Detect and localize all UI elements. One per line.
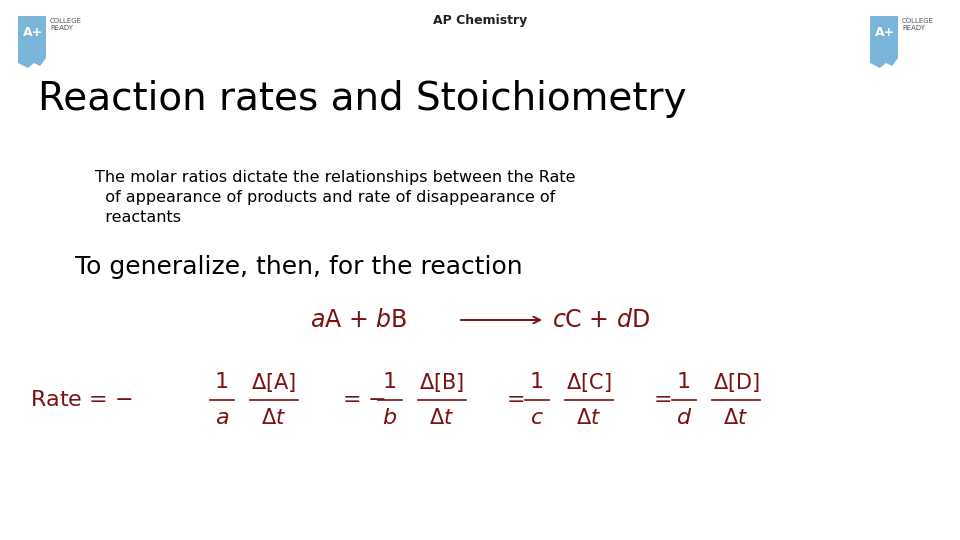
Text: 1: 1	[677, 372, 691, 392]
Text: 1: 1	[530, 372, 544, 392]
Polygon shape	[18, 16, 46, 68]
Text: reactants: reactants	[95, 210, 181, 225]
Text: A+: A+	[23, 26, 43, 39]
Text: $\Delta$[D]: $\Delta$[D]	[712, 370, 759, 394]
Text: = $-$: = $-$	[342, 390, 386, 410]
Text: $\mathit{c}$C + $\mathit{d}$D: $\mathit{c}$C + $\mathit{d}$D	[552, 308, 650, 332]
Text: $\Delta$[A]: $\Delta$[A]	[252, 370, 297, 394]
Polygon shape	[870, 16, 898, 68]
Text: $\Delta$[B]: $\Delta$[B]	[420, 370, 465, 394]
Text: 1: 1	[215, 372, 229, 392]
Text: AP Chemistry: AP Chemistry	[433, 14, 527, 27]
Text: of appearance of products and rate of disappearance of: of appearance of products and rate of di…	[95, 190, 555, 205]
Text: A+: A+	[875, 26, 896, 39]
Text: 1: 1	[383, 372, 397, 392]
Text: $\mathit{a}$A + $\mathit{b}$B: $\mathit{a}$A + $\mathit{b}$B	[310, 308, 407, 332]
Text: Reaction rates and Stoichiometry: Reaction rates and Stoichiometry	[38, 80, 686, 118]
Text: =: =	[507, 390, 526, 410]
Text: The molar ratios dictate the relationships between the Rate: The molar ratios dictate the relationshi…	[95, 170, 575, 185]
Text: $\Delta t$: $\Delta t$	[576, 408, 602, 428]
Text: $\Delta t$: $\Delta t$	[261, 408, 286, 428]
Text: =: =	[654, 390, 673, 410]
Text: To generalize, then, for the reaction: To generalize, then, for the reaction	[75, 255, 522, 279]
Text: $\Delta t$: $\Delta t$	[429, 408, 454, 428]
Text: $\mathit{c}$: $\mathit{c}$	[530, 408, 544, 428]
Text: $\Delta$[C]: $\Delta$[C]	[566, 370, 612, 394]
Text: $\mathit{d}$: $\mathit{d}$	[676, 408, 692, 428]
Text: $\Delta t$: $\Delta t$	[724, 408, 749, 428]
Text: COLLEGE
READY: COLLEGE READY	[50, 18, 82, 31]
Text: Rate = $-$: Rate = $-$	[30, 390, 132, 410]
Text: COLLEGE
READY: COLLEGE READY	[902, 18, 934, 31]
Text: $\mathit{b}$: $\mathit{b}$	[382, 408, 397, 428]
Text: $\mathit{a}$: $\mathit{a}$	[215, 408, 229, 428]
